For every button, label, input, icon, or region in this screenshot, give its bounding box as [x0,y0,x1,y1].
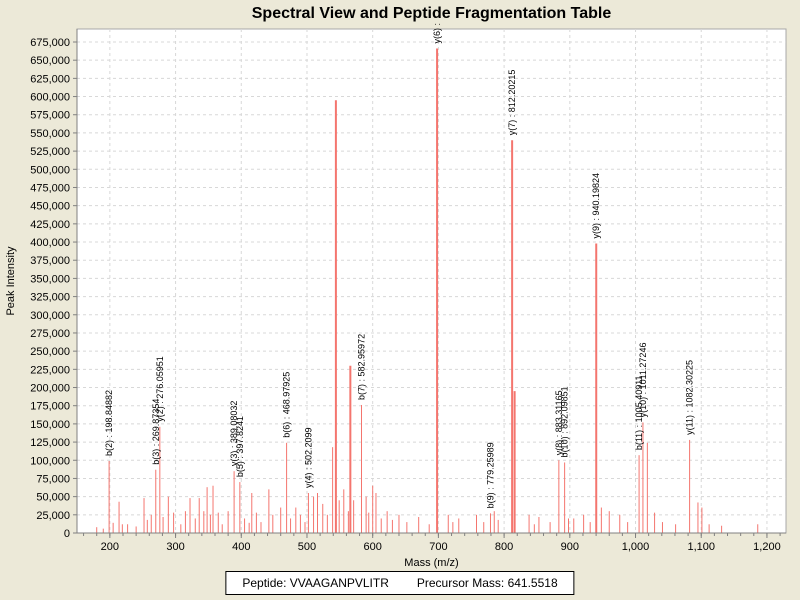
svg-text:150,000: 150,000 [30,419,70,431]
peak-label-b(10): b(10) : 892.09851 [560,386,570,457]
svg-text:400: 400 [232,541,250,553]
svg-text:200: 200 [101,541,119,553]
y-axis: 0 25,000 50,000 75,000 100,000 125,000 150,000… [5,29,78,540]
peak-label-y(8): y(8) : 883.31165 [554,390,564,455]
y-axis-title: Peak Intensity [5,246,17,316]
peak-label-y(7): y(7) : 812.20215 [507,70,517,136]
svg-text:900: 900 [561,541,579,553]
svg-text:800: 800 [495,541,513,553]
svg-text:125,000: 125,000 [30,437,70,449]
svg-text:700: 700 [429,541,447,553]
peak-label-b(6): b(6) : 468.97925 [282,372,292,438]
svg-text:175,000: 175,000 [30,401,70,413]
chart-title: Spectral View and Peptide Fragmentation … [251,5,612,22]
peak-label-b(5): b(5) : 397.8241 [235,416,245,477]
svg-text:75,000: 75,000 [36,473,70,485]
x-axis-title: Mass (m/z) [404,557,458,569]
svg-text:425,000: 425,000 [30,219,70,231]
peak-label-y(11): y(11) : 1082.30225 [685,360,695,435]
peak-label-b(7): b(7) : 582.95972 [356,334,366,400]
peak-label-y(3): y(3) : 389.08032 [229,401,239,467]
peak-label-y(6): y(6) : [432,23,442,44]
peaks [96,100,759,533]
svg-text:675,000: 675,000 [30,37,70,49]
svg-text:0: 0 [64,528,70,540]
svg-text:225,000: 225,000 [30,364,70,376]
peak-label-y(2): y(2) : 276.05951 [155,356,165,422]
svg-text:1,200: 1,200 [753,541,781,553]
svg-text:100,000: 100,000 [30,455,70,467]
gridlines [77,29,786,533]
svg-text:625,000: 625,000 [30,73,70,85]
peak-label-b(9): b(9) : 779.25989 [485,442,495,508]
spectral-chart: 0 25,000 50,000 75,000 100,000 125,000 150,000… [5,23,787,569]
svg-text:50,000: 50,000 [36,492,70,504]
svg-text:275,000: 275,000 [30,328,70,340]
peak-label-y(4): y(4) : 502.2099 [303,427,313,488]
peak-label-b(11): b(11) : 1005.40911 [634,375,644,450]
peak-label-b(2): b(2) : 198.84882 [104,390,114,456]
peptide-sequence-label: Peptide: VVAAGANPVLITR [242,576,389,590]
svg-text:375,000: 375,000 [30,255,70,267]
svg-text:525,000: 525,000 [30,146,70,158]
svg-text:1,000: 1,000 [622,541,650,553]
svg-text:300,000: 300,000 [30,310,70,322]
peak-label-b(3): b(3) : 269.87354 [151,399,161,465]
svg-text:475,000: 475,000 [30,182,70,194]
svg-text:325,000: 325,000 [30,292,70,304]
svg-text:200,000: 200,000 [30,383,70,395]
plot-area [76,28,787,534]
svg-text:500,000: 500,000 [30,164,70,176]
peptide-info-box: Peptide: VVAAGANPVLITR Precursor Mass: 64… [225,571,575,595]
svg-text:450,000: 450,000 [30,201,70,213]
svg-text:600,000: 600,000 [30,92,70,104]
svg-text:500: 500 [298,541,316,553]
svg-text:350,000: 350,000 [30,273,70,285]
svg-text:250,000: 250,000 [30,346,70,358]
svg-text:300: 300 [166,541,184,553]
svg-text:25,000: 25,000 [36,510,70,522]
peak-label-y(10): y(10) : 1011.27246 [638,343,648,418]
precursor-mass-label: Precursor Mass: 641.5518 [416,576,558,590]
svg-text:400,000: 400,000 [30,237,70,249]
svg-text:550,000: 550,000 [30,128,70,140]
svg-text:600: 600 [364,541,382,553]
svg-text:650,000: 650,000 [30,55,70,67]
x-axis: 200 300 400 500 600 700 800 900 1,000 1,100 1,200 M… [77,532,786,569]
svg-text:1,100: 1,100 [687,541,715,553]
labeled-peaks [108,48,691,533]
svg-text:575,000: 575,000 [30,110,70,122]
peak-label-y(9): y(9) : 940.19824 [591,173,601,239]
